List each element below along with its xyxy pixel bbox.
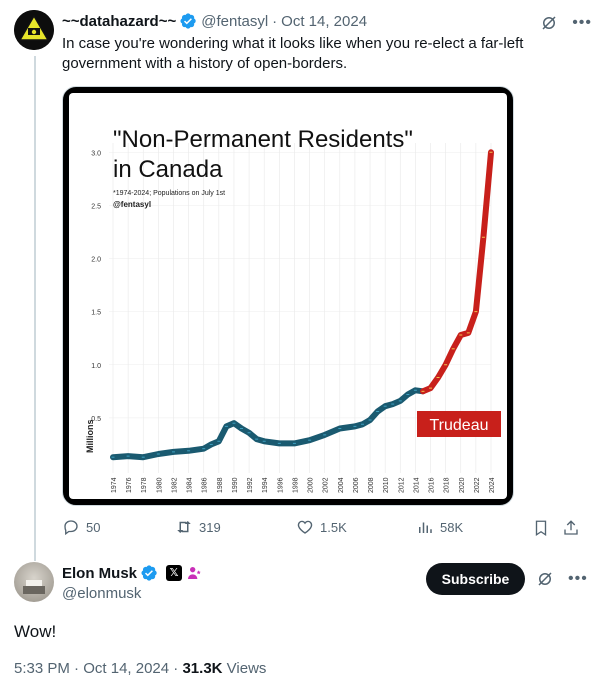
x-tick-label: 2006 [353,477,360,493]
like-count: 1.5K [320,519,347,535]
x-tick-label: 1976 [126,477,133,493]
post-metadata: 5:33 PM · Oct 14, 2024 · 31.3K Views [14,660,266,677]
reply-text: Wow! [14,622,57,641]
x-tick-label: 2004 [338,477,345,493]
y-axis-ticks: 0.5 1.0 1.5 2.0 2.5 3.0 [91,150,101,423]
x-tick-label: 1998 [292,477,299,493]
tweet-text: In case you're wondering what it looks l… [62,35,524,72]
grok-icon-2[interactable] [536,570,554,588]
repost-count: 319 [199,519,221,535]
x-tick-label: 2014 [413,477,420,493]
x-tick-label: 1986 [202,477,209,493]
chart-title-line2: in Canada [113,156,223,183]
x-tick-label: 2000 [308,477,315,493]
series-line-trudeau [420,149,494,395]
chart-lines [110,149,494,461]
x-tick-label: 1994 [262,477,269,493]
tweet-media[interactable]: 0.5 1.0 1.5 2.0 2.5 3.0 1974 1976 1978 1980 1982 1… [62,86,514,506]
author-handle[interactable]: @fentasyl [201,12,269,30]
share-icon[interactable] [562,519,580,537]
x-tick-label: 1984 [187,477,194,493]
elon-avatar[interactable] [14,562,54,602]
separator-dot: · [272,12,278,30]
author-handle-2[interactable]: @elonmusk [62,585,142,602]
y-tick-label: 0.5 [91,416,101,423]
more-options-icon-2[interactable]: ••• [568,570,588,587]
x-tick-label: 1982 [171,477,178,493]
chart-subtitle: *1974-2024; Populations on July 1st [113,190,225,197]
x-tick-label: 2008 [368,477,375,493]
heart-icon [297,520,313,534]
hazard-logo-icon [14,10,54,50]
x-tick-label: 2012 [398,477,405,493]
x-axis-ticks: 1974 1976 1978 1980 1982 1984 1986 1988 1990 1992… [111,477,496,493]
chart-credit: @fentasyl [113,200,151,209]
x-tick-label: 2002 [323,477,330,493]
datahazard-avatar[interactable] [14,10,54,50]
y-axis-label: Millions [85,420,95,454]
x-affiliate-icon: 𝕏 [166,565,183,581]
x-tick-label: 2016 [429,477,436,493]
trudeau-label-box [417,411,501,437]
x-tick-label: 2018 [444,477,451,493]
series-line-pre-trudeau [110,387,426,461]
more-options-icon[interactable]: ••• [572,14,592,31]
reply-count: 50 [86,519,101,535]
like-button[interactable]: 1.5K [296,518,347,536]
x-tick-label: 2020 [459,477,466,493]
tweet-actions: 50 319 1.5K 58K [62,518,582,540]
author-name[interactable]: ~~datahazard~~ [62,12,177,30]
repost-button[interactable]: 319 [175,518,221,536]
x-tick-label: 1978 [141,477,148,493]
y-tick-label: 2.5 [91,203,101,210]
x-tick-label: 1974 [111,477,118,493]
y-tick-label: 1.0 [91,363,101,370]
verified-badge-icon-2 [141,565,157,581]
views-chart-icon [419,522,432,533]
x-tick-label: 2022 [474,477,481,493]
meta-separator-2: · [173,660,183,677]
meta-separator: · [74,660,84,677]
post-views-label: Views [226,660,267,677]
views-button[interactable]: 58K [416,518,463,536]
reply-button[interactable]: 50 [62,518,100,536]
subscribe-button[interactable]: Subscribe [426,563,525,595]
grok-icon[interactable] [540,14,558,32]
chart-image: 0.5 1.0 1.5 2.0 2.5 3.0 1974 1976 1978 1980 1982 1… [69,93,507,499]
thread-connector-line [34,56,36,561]
npr-line-chart: 0.51.01.52.02.53.0 1974 1976 1978 1980 1982 1… [85,126,501,493]
x-tick-label: 1996 [277,477,284,493]
bookmark-icon[interactable] [532,519,550,537]
post-date-2[interactable]: Oct 14, 2024 [83,660,170,677]
x-tick-label: 2024 [489,477,496,493]
views-count: 58K [440,519,464,535]
y-tick-label: 1.5 [91,310,101,317]
author-name-2[interactable]: Elon Musk [62,564,138,582]
reply-icon [64,520,78,536]
x-tick-label: 1992 [247,477,254,493]
trudeau-annotation: Trudeau [430,417,489,434]
x-tick-label: 1988 [217,477,224,493]
government-badge-icon [188,567,201,579]
avatar-image-icon [23,580,45,594]
x-tick-label: 1990 [232,477,239,493]
chart-title-line1: "Non-Permanent Residents" [113,126,413,153]
repost-icon [177,521,191,533]
x-tick-label: 2010 [383,477,390,493]
y-tick-label: 2.0 [91,257,101,264]
post-date[interactable]: Oct 14, 2024 [281,12,368,30]
post-views-count: 31.3K [182,660,223,677]
post-time[interactable]: 5:33 PM [14,660,70,677]
chart-grid [109,143,492,473]
x-tick-label: 1980 [156,477,163,493]
verified-badge-icon [180,13,196,29]
y-tick-label: 3.0 [91,150,101,157]
